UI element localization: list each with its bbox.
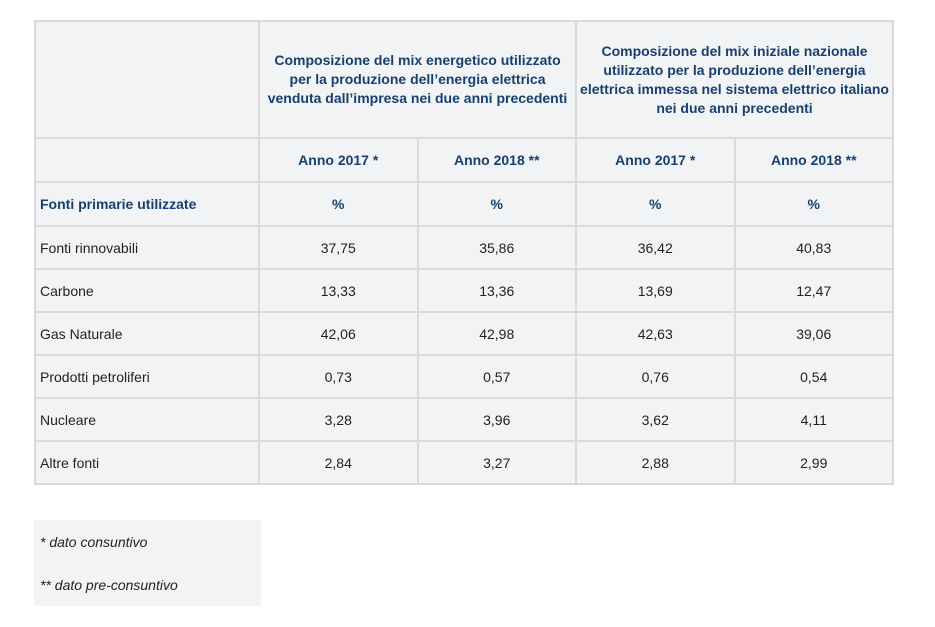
value-cell: 3,62 xyxy=(575,397,736,442)
table-row: Prodotti petroliferi 0,73 0,57 0,76 0,54 xyxy=(34,354,894,399)
value-cell: 12,47 xyxy=(733,268,894,313)
table-row: Altre fonti 2,84 3,27 2,88 2,99 xyxy=(34,440,894,485)
value-cell: 13,36 xyxy=(416,268,577,313)
year-header-row: Anno 2017 * Anno 2018 ** Anno 2017 * Ann… xyxy=(34,137,894,183)
value-cell: 0,57 xyxy=(416,354,577,399)
year-header-cell: Anno 2018 ** xyxy=(733,137,894,183)
unit-header-row: Fonti primarie utilizzate % % % % xyxy=(34,181,894,227)
unit-cell: % xyxy=(733,181,894,227)
value-cell: 3,28 xyxy=(258,397,419,442)
value-cell: 13,33 xyxy=(258,268,419,313)
empty-year-label-cell xyxy=(34,137,260,183)
value-cell: 40,83 xyxy=(733,225,894,270)
value-cell: 42,98 xyxy=(416,311,577,356)
energy-mix-table: Composizione del mix energetico utilizza… xyxy=(34,20,894,485)
source-name-cell: Fonti rinnovabili xyxy=(34,225,260,270)
value-cell: 13,69 xyxy=(575,268,736,313)
value-cell: 2,99 xyxy=(733,440,894,485)
value-cell: 2,84 xyxy=(258,440,419,485)
value-cell: 0,73 xyxy=(258,354,419,399)
table-row: Carbone 13,33 13,36 13,69 12,47 xyxy=(34,268,894,313)
row-label-header: Fonti primarie utilizzate xyxy=(34,181,260,227)
group-header-company-mix: Composizione del mix energetico utilizza… xyxy=(258,20,577,139)
unit-cell: % xyxy=(575,181,736,227)
year-header-cell: Anno 2017 * xyxy=(258,137,419,183)
value-cell: 37,75 xyxy=(258,225,419,270)
year-header-cell: Anno 2018 ** xyxy=(416,137,577,183)
value-cell: 35,86 xyxy=(416,225,577,270)
table-row: Gas Naturale 42,06 42,98 42,63 39,06 xyxy=(34,311,894,356)
unit-cell: % xyxy=(258,181,419,227)
value-cell: 36,42 xyxy=(575,225,736,270)
value-cell: 0,54 xyxy=(733,354,894,399)
value-cell: 42,63 xyxy=(575,311,736,356)
source-name-cell: Carbone xyxy=(34,268,260,313)
footnotes-box: * dato consuntivo ** dato pre-consuntivo xyxy=(34,520,261,606)
table-row: Nucleare 3,28 3,96 3,62 4,11 xyxy=(34,397,894,442)
value-cell: 2,88 xyxy=(575,440,736,485)
year-header-cell: Anno 2017 * xyxy=(575,137,736,183)
source-name-cell: Altre fonti xyxy=(34,440,260,485)
footnote-consuntivo: * dato consuntivo xyxy=(40,534,148,550)
value-cell: 42,06 xyxy=(258,311,419,356)
group-header-national-mix: Composizione del mix iniziale nazionale … xyxy=(575,20,894,139)
footnote-pre-consuntivo: ** dato pre-consuntivo xyxy=(40,577,178,593)
table-row: Fonti rinnovabili 37,75 35,86 36,42 40,8… xyxy=(34,225,894,270)
value-cell: 3,96 xyxy=(416,397,577,442)
group-header-row: Composizione del mix energetico utilizza… xyxy=(34,20,894,139)
value-cell: 0,76 xyxy=(575,354,736,399)
unit-cell: % xyxy=(416,181,577,227)
value-cell: 39,06 xyxy=(733,311,894,356)
value-cell: 3,27 xyxy=(416,440,577,485)
value-cell: 4,11 xyxy=(733,397,894,442)
source-name-cell: Nucleare xyxy=(34,397,260,442)
source-name-cell: Gas Naturale xyxy=(34,311,260,356)
empty-corner-cell xyxy=(34,20,260,139)
source-name-cell: Prodotti petroliferi xyxy=(34,354,260,399)
